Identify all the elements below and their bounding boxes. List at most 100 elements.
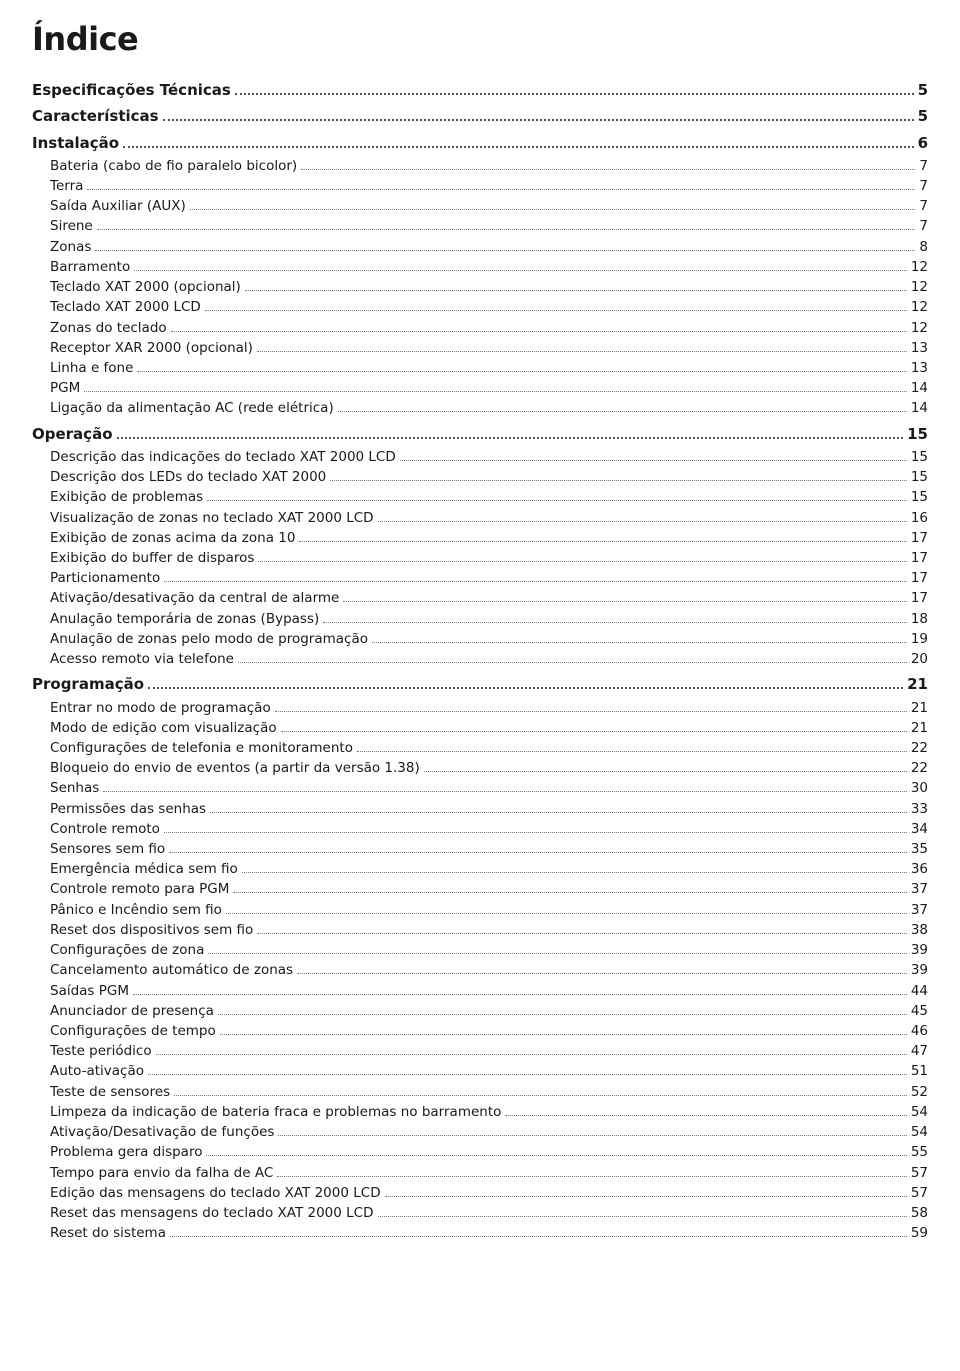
toc-leader-dots [156,1054,907,1055]
toc-page-number: 57 [911,1184,928,1202]
toc-label: Instalação [32,133,119,153]
toc-page-number: 12 [911,319,928,337]
toc-entry: Saída Auxiliar (AUX)7 [50,197,928,215]
toc-entry: Reset do sistema 59 [50,1224,928,1242]
toc-leader-dots [148,687,903,689]
toc-page-number: 55 [911,1143,928,1161]
toc-page-number: 17 [911,569,928,587]
toc-section: Instalação 6 [32,133,928,153]
toc-entry: Particionamento 17 [50,569,928,587]
toc-label: Reset dos dispositivos sem fio [50,921,253,939]
toc-page-number: 20 [911,650,928,668]
toc-label: Edição das mensagens do teclado XAT 2000… [50,1184,381,1202]
toc-label: Bateria (cabo de fio paralelo bicolor) [50,157,297,175]
toc-leader-dots [218,1014,907,1015]
toc-entry: Ligação da alimentação AC (rede elétrica… [50,399,928,417]
toc-page-number: 30 [911,779,928,797]
toc-entry: Visualização de zonas no teclado XAT 200… [50,509,928,527]
toc-label: Configurações de zona [50,941,204,959]
toc-leader-dots [299,541,906,542]
toc-leader-dots [281,731,907,732]
toc-label: Permissões das senhas [50,800,206,818]
toc-leader-dots [134,270,907,271]
toc-leader-dots [169,852,907,853]
toc-entry: Limpeza da indicação de bateria fraca e … [50,1103,928,1121]
toc-label: Senhas [50,779,99,797]
toc-leader-dots [424,771,907,772]
document-page: Índice Especificações Técnicas5Caracterí… [0,0,960,1371]
toc-page-number: 5 [918,80,928,100]
toc-leader-dots [233,892,906,893]
toc-entry: Acesso remoto via telefone 20 [50,650,928,668]
toc-entry: Descrição das indicações do teclado XAT … [50,448,928,466]
toc-entry: Descrição dos LEDs do teclado XAT 200015 [50,468,928,486]
toc-section: Especificações Técnicas 5 [32,80,928,100]
toc-page-number: 15 [911,448,928,466]
toc-label: Barramento [50,258,130,276]
toc-page-number: 58 [911,1204,928,1222]
toc-leader-dots [338,411,907,412]
toc-label: Exibição de zonas acima da zona 10 [50,529,295,547]
toc-leader-dots [372,642,907,643]
toc-leader-dots [275,711,907,712]
toc-entry: Entrar no modo de programação21 [50,699,928,717]
toc-entry: Receptor XAR 2000 (opcional)13 [50,339,928,357]
toc-page-number: 14 [911,379,928,397]
toc-leader-dots [242,872,907,873]
toc-leader-dots [148,1074,907,1075]
toc-label: Saída Auxiliar (AUX) [50,197,186,215]
toc-page-number: 13 [911,359,928,377]
toc-label: Sirene [50,217,93,235]
toc-leader-dots [297,973,907,974]
toc-leader-dots [278,1135,906,1136]
toc-page-number: 59 [911,1224,928,1242]
toc-section: Programação21 [32,674,928,694]
toc-label: Exibição do buffer de disparos [50,549,254,567]
toc-entry: Configurações de telefonia e monitoramen… [50,739,928,757]
toc-page-number: 13 [911,339,928,357]
toc-label: Problema gera disparo [50,1143,202,1161]
toc-leader-dots [207,500,907,501]
toc-page-number: 15 [911,468,928,486]
toc-page-number: 22 [911,739,928,757]
toc-label: Ativação/Desativação de funções [50,1123,274,1141]
toc-leader-dots [245,290,907,291]
toc-label: Descrição das indicações do teclado XAT … [50,448,396,466]
toc-leader-dots [400,460,907,461]
toc-label: Acesso remoto via telefone [50,650,234,668]
toc-entry: Bateria (cabo de fio paralelo bicolor)7 [50,157,928,175]
toc-label: Teclado XAT 2000 LCD [50,298,201,316]
toc-leader-dots [257,351,907,352]
toc-label: Emergência médica sem fio [50,860,238,878]
toc-label: Exibição de problemas [50,488,203,506]
toc-leader-dots [171,331,907,332]
toc-leader-dots [190,209,916,210]
toc-leader-dots [95,250,915,251]
toc-label: Ativação/desativação da central de alarm… [50,589,339,607]
toc-entry: Configurações de tempo46 [50,1022,928,1040]
toc-leader-dots [210,812,907,813]
toc-label: Anunciador de presença [50,1002,214,1020]
toc-page-number: 17 [911,549,928,567]
toc-entry: Barramento12 [50,258,928,276]
toc-page-number: 16 [911,509,928,527]
toc-label: Particionamento [50,569,160,587]
toc-entry: Teclado XAT 2000 LCD12 [50,298,928,316]
toc-label: Entrar no modo de programação [50,699,271,717]
toc-label: Reset do sistema [50,1224,166,1242]
toc-page-number: 46 [911,1022,928,1040]
toc-label: Pânico e Incêndio sem fio [50,901,222,919]
toc-page-number: 6 [918,133,928,153]
toc-label: Especificações Técnicas [32,80,231,100]
toc-leader-dots [220,1034,907,1035]
toc-leader-dots [277,1176,907,1177]
toc-leader-dots [208,953,906,954]
toc-entry: Zonas do teclado12 [50,319,928,337]
toc-label: Terra [50,177,83,195]
toc-label: Anulação temporária de zonas (Bypass) [50,610,319,628]
toc-page-number: 5 [918,106,928,126]
toc-leader-dots [84,391,907,392]
toc-page-number: 14 [911,399,928,417]
toc-entry: Exibição de zonas acima da zona 1017 [50,529,928,547]
toc-page-number: 33 [911,800,928,818]
